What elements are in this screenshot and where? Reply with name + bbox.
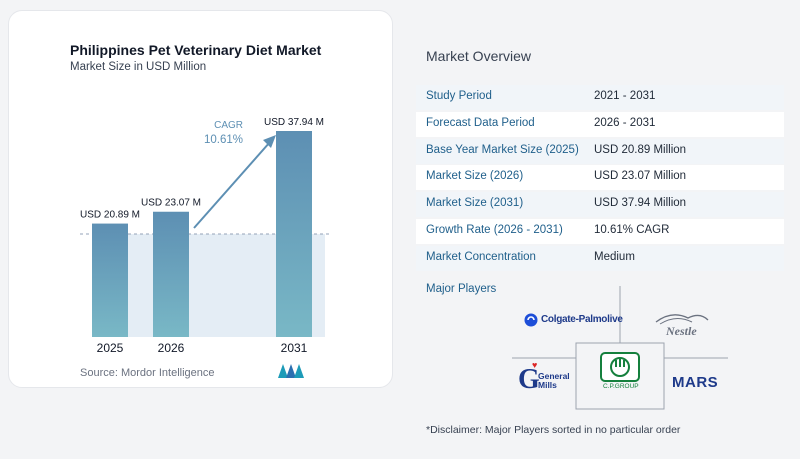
x-tick-label: 2026 [158,341,185,355]
player-name-nestle: Nestle [666,324,697,338]
overview-row-label: Study Period [426,90,492,102]
bar-2026 [153,211,189,337]
overview-row: Market Size (2026) USD 23.07 Million [416,165,784,190]
general-mills-g-icon: G [518,364,540,395]
players-grid-lines [512,286,728,410]
overview-row-label: Market Concentration [426,251,536,263]
chart-subtitle: Market Size in USD Million [70,61,207,73]
player-name-colgate: Colgate-Palmolive [541,314,623,325]
overview-title: Market Overview [426,48,532,64]
overview-row: Forecast Data Period 2026 - 2031 [416,112,784,137]
overview-row-value: USD 23.07 Million [594,170,687,182]
player-name-general-mills: General Mills [538,371,570,390]
cagr-arrow-head [263,135,276,148]
overview-row: Study Period 2021 - 2031 [416,85,784,110]
bar-value-label: USD 23.07 M [141,198,201,209]
cp-group-icon [600,352,640,382]
overview-row: Market Concentration Medium [416,246,784,271]
bar-value-label: USD 37.94 M [264,117,324,128]
chart-title: Philippines Pet Veterinary Diet Market [70,42,322,58]
overview-row-value: USD 37.94 Million [594,197,687,209]
overview-row-label: Growth Rate (2026 - 2031) [426,224,563,236]
cagr-arrow-line [193,141,271,229]
overview-row: Base Year Market Size (2025) USD 20.89 Mi… [416,139,784,164]
overview-row-value: Medium [594,251,635,263]
bar-2031 [276,131,312,337]
x-tick-label: 2031 [281,341,308,355]
general-mills-heart-icon: ♥ [532,360,538,370]
overview-row-value: 10.61% CAGR [594,224,670,236]
overview-row: Growth Rate (2026 - 2031) 10.61% CAGR [416,219,784,244]
cagr-value: 10.61% [204,134,243,146]
overview-row-value: 2026 - 2031 [594,117,656,129]
player-name-mars: MARS [672,374,719,391]
overview-row-label: Base Year Market Size (2025) [426,144,579,156]
overview-row: Market Size (2031) USD 37.94 Million [416,192,784,217]
overview-row-value: USD 20.89 Million [594,144,687,156]
player-name-cp-group: C.P.GROUP [603,383,639,390]
x-tick-label: 2025 [97,341,124,355]
market-overview-panel: Market Overview Study Period 2021 - 2031 F… [416,0,800,459]
bar-value-label: USD 20.89 M [80,210,140,221]
bar-2025 [92,223,128,337]
overview-row-label: Market Size (2026) [426,170,524,182]
colgate-icon [524,313,538,327]
disclaimer-text: *Disclaimer: Major Players sorted in no … [426,424,681,436]
nestle-nest-icon [655,314,709,325]
cagr-label: CAGR [214,120,243,131]
overview-row-label: Market Size (2031) [426,197,524,209]
overview-row-label: Forecast Data Period [426,117,535,129]
source-text: Source: Mordor Intelligence [80,367,215,379]
mordor-logo-icon [278,364,304,378]
major-players-title: Major Players [426,283,497,295]
overview-row-value: 2021 - 2031 [594,90,656,102]
